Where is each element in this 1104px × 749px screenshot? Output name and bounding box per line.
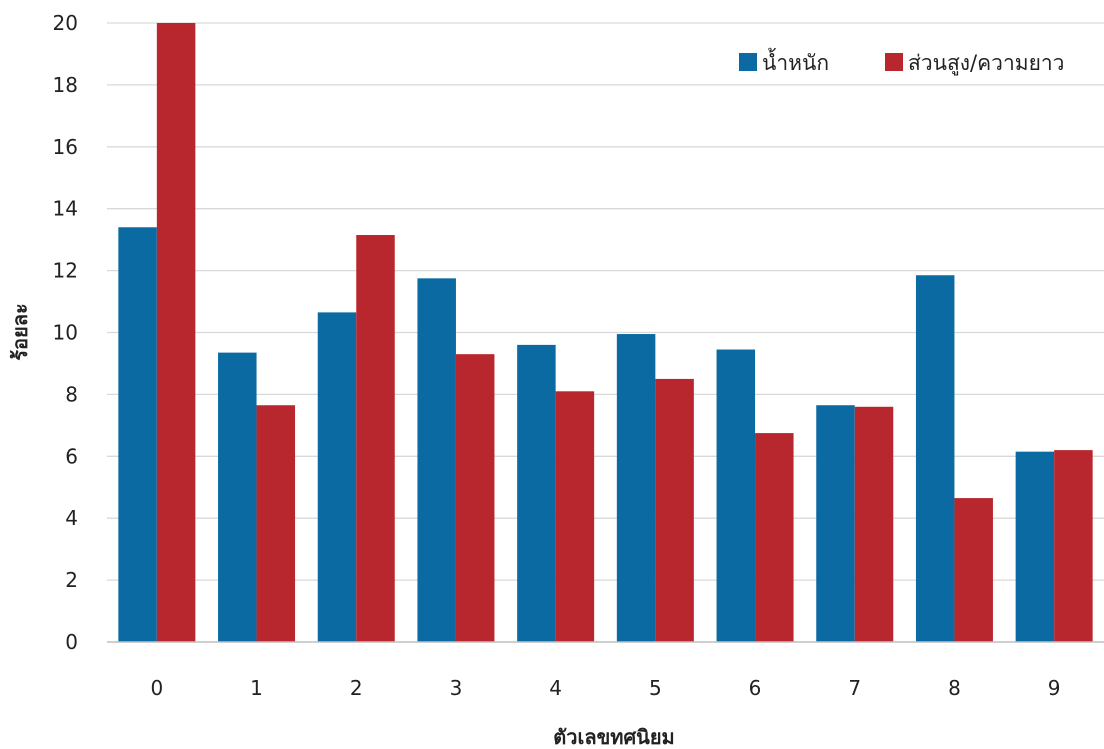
y-tick-label-4: 4 (65, 506, 78, 530)
x-tick-label-1: 1 (250, 676, 263, 700)
legend-swatch-height-length (885, 53, 903, 71)
legend-label-weight: น้ำหนัก (762, 48, 829, 75)
y-tick-label-20: 20 (53, 11, 78, 35)
bar-series0-cat9 (1015, 451, 1055, 642)
y-tick-label-12: 12 (53, 259, 78, 283)
bar-series1-cat1 (256, 405, 296, 642)
x-tick-label-8: 8 (948, 676, 961, 700)
x-axis-title: ตัวเลขทศนิยม (553, 725, 674, 749)
x-tick-label-0: 0 (150, 676, 163, 700)
bar-series0-cat4 (517, 344, 556, 642)
bar-series1-cat8 (954, 498, 993, 642)
x-tick-label-3: 3 (450, 676, 463, 700)
x-tick-label-9: 9 (1048, 676, 1061, 700)
y-tick-label-8: 8 (65, 382, 78, 406)
bar-series1-cat2 (356, 235, 395, 642)
legend: น้ำหนัก ส่วนสูง/ความยาว (739, 48, 1064, 76)
y-axis-title: ร้อยละ (8, 303, 32, 360)
legend-label-height-length: ส่วนสูง/ความยาว (908, 51, 1064, 76)
bar-series1-cat6 (755, 433, 794, 642)
bar-series0-cat7 (816, 405, 855, 642)
bar-series1-cat9 (1054, 450, 1093, 642)
y-tick-label-2: 2 (65, 568, 78, 592)
bar-series0-cat6 (716, 349, 756, 642)
x-tick-label-4: 4 (549, 676, 562, 700)
bar-series0-cat5 (616, 334, 656, 642)
bar-series1-cat0 (156, 23, 196, 642)
bar-series0-cat0 (118, 227, 157, 642)
y-tick-label-6: 6 (65, 444, 78, 468)
bar-series0-cat3 (417, 278, 456, 642)
y-tick-label-18: 18 (53, 73, 78, 97)
y-tick-label-16: 16 (53, 135, 78, 159)
bar-series0-cat8 (915, 275, 955, 642)
bar-series0-cat1 (218, 352, 257, 642)
bar-series0-cat2 (317, 312, 357, 642)
x-tick-label-6: 6 (749, 676, 762, 700)
x-tick-label-5: 5 (649, 676, 662, 700)
y-tick-label-14: 14 (53, 197, 78, 221)
bar-series1-cat5 (655, 378, 694, 642)
bar-series1-cat4 (555, 391, 595, 642)
legend-swatch-weight (739, 53, 757, 71)
bar-series1-cat7 (854, 406, 894, 642)
bars (118, 23, 1093, 642)
y-tick-label-10: 10 (53, 321, 78, 345)
x-tick-label-7: 7 (848, 676, 861, 700)
bar-series1-cat3 (455, 354, 495, 642)
x-tick-label-2: 2 (350, 676, 363, 700)
y-tick-label-0: 0 (65, 630, 78, 654)
